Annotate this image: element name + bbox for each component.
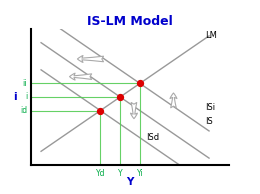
Text: id: id [20, 106, 27, 115]
Text: ii: ii [23, 79, 27, 88]
Text: i: i [14, 92, 17, 102]
Text: i: i [25, 93, 27, 101]
Text: Yi: Yi [136, 169, 143, 178]
Text: ISi: ISi [205, 103, 215, 112]
Point [138, 82, 142, 85]
Text: IS: IS [205, 117, 213, 126]
Text: Yd: Yd [96, 169, 105, 178]
Title: IS-LM Model: IS-LM Model [87, 15, 173, 28]
Text: Y: Y [126, 177, 134, 187]
Text: LM: LM [205, 31, 217, 40]
Point [118, 95, 122, 99]
Text: Y: Y [118, 169, 122, 178]
Text: ISd: ISd [146, 133, 159, 142]
Point [98, 109, 102, 112]
